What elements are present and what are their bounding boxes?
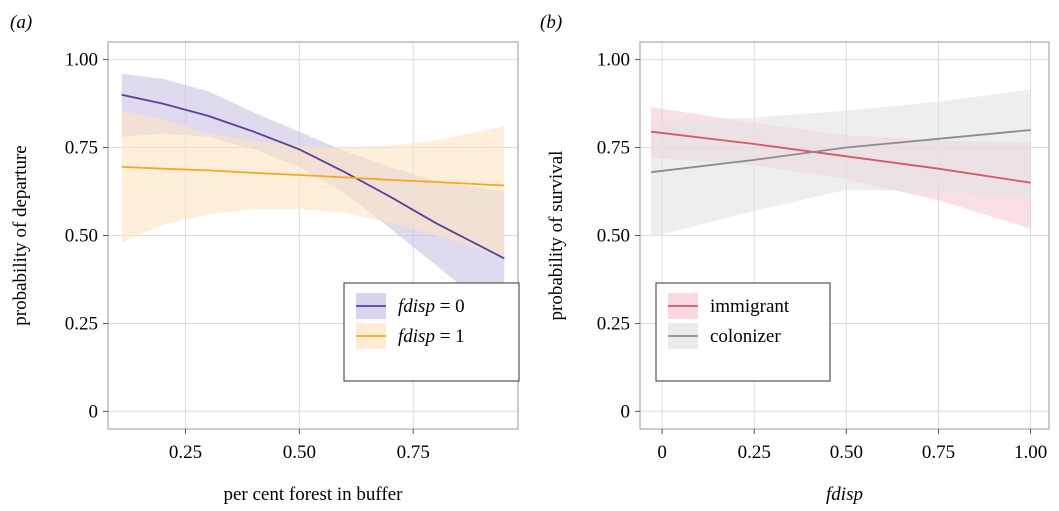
legend-entry-2: colonizer: [710, 326, 781, 347]
x-tick-label: 0.50: [830, 442, 863, 463]
x-tick-label: 0: [657, 442, 667, 463]
x-tick-label: 0.25: [738, 442, 771, 463]
y-tick-label: 1.00: [597, 50, 630, 71]
y-tick-label: 0.75: [597, 138, 630, 159]
y-tick-label: 0.25: [65, 313, 98, 334]
panel-label: (b): [540, 12, 562, 33]
x-tick-label: 0.75: [397, 442, 430, 463]
confidence-band-2: [651, 89, 1031, 238]
legend: immigrant colonizer: [655, 282, 831, 382]
legend-entry-2: fdisp = 1: [398, 326, 465, 347]
y-tick-label: 0.75: [65, 138, 98, 159]
y-tick-label: 1.00: [65, 50, 98, 71]
series-line-2: [650, 129, 1031, 174]
y-tick-label: 0.25: [597, 313, 630, 334]
legend-entry-1: immigrant: [710, 296, 790, 317]
x-axis-title: fdisp: [826, 484, 863, 505]
confidence-band-2: [121, 110, 505, 257]
series-line-1: [121, 93, 505, 260]
y-axis-title: probability of survival: [546, 151, 567, 321]
x-tick-label: 0.25: [169, 442, 202, 463]
y-tick-label: 0.50: [65, 226, 98, 247]
panel-label: (a): [10, 12, 32, 33]
y-tick-label: 0: [621, 401, 631, 422]
chart-panel-1: (a) 0 0.25 0.50 0.75 1.00 0.25 0.50 0.75 per cent…: [10, 12, 520, 505]
series-line-2: [121, 166, 505, 187]
legend-entry-1: fdisp = 0: [398, 296, 465, 317]
legend: fdisp = 0 fdisp = 1: [343, 282, 520, 382]
y-tick-label: 0: [89, 401, 99, 422]
y-tick-label: 0.50: [597, 226, 630, 247]
x-tick-label: 0.75: [922, 442, 955, 463]
x-tick-label: 0.50: [283, 442, 316, 463]
series-line-1: [650, 130, 1031, 184]
x-tick-label: 1.00: [1014, 442, 1047, 463]
y-axis-title: probability of departure: [10, 145, 31, 325]
x-axis-title: per cent forest in buffer: [223, 484, 403, 505]
chart-panel-2: (b) 0 0.25 0.50 0.75 1.00 0 0.25 0.50 0.75 1.00 fdi…: [540, 12, 1050, 505]
